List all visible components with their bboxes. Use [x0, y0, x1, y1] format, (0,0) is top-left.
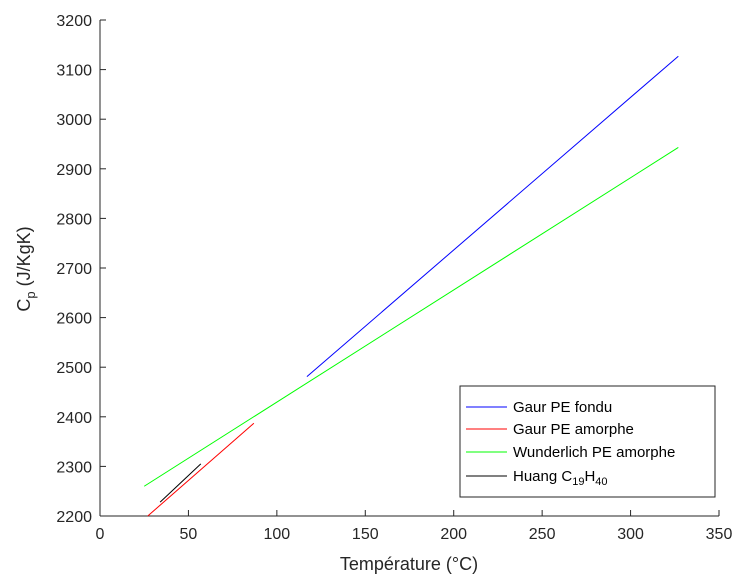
- y-tick-label: 3000: [56, 112, 92, 129]
- legend-label-gaur-pe-fondu: Gaur PE fondu: [513, 399, 612, 416]
- x-axis-title: Température (°C): [340, 554, 478, 574]
- series-layer: [143, 55, 679, 517]
- x-ticks: 0 50 100 150 200 250 300 350: [96, 510, 733, 543]
- legend-label-huang-sub1: 19: [572, 476, 584, 488]
- legend: Gaur PE fondu Gaur PE amorphe Wunderlich…: [459, 385, 716, 498]
- series-line-2: [143, 147, 679, 487]
- y-axis-title-rest: (J/KgK): [14, 226, 34, 291]
- x-tick-label: 100: [264, 526, 291, 543]
- x-tick-label: 200: [440, 526, 467, 543]
- y-tick-label: 2900: [56, 162, 92, 179]
- series-line-3: [159, 463, 202, 503]
- x-tick-label: 150: [352, 526, 379, 543]
- x-tick-label: 350: [706, 526, 733, 543]
- y-tick-label: 3100: [56, 63, 92, 80]
- x-tick-label: 0: [96, 526, 105, 543]
- legend-label-huang-mid: H: [584, 468, 595, 485]
- y-tick-label: 2600: [56, 311, 92, 328]
- y-axis-title: Cp (J/KgK): [14, 226, 38, 311]
- legend-box: [459, 385, 716, 498]
- y-ticks: 2200 2300 2400 2500 2600 2700 2800 2900 3000 3100…: [56, 13, 106, 526]
- y-tick-label: 2300: [56, 459, 92, 476]
- x-tick-label: 50: [180, 526, 198, 543]
- y-tick-label: 2500: [56, 360, 92, 377]
- y-axis-title-main: C: [14, 299, 34, 312]
- legend-label-huang-base: Huang C: [513, 468, 572, 485]
- legend-label-gaur-pe-amorphe: Gaur PE amorphe: [513, 421, 634, 438]
- y-tick-label: 2400: [56, 410, 92, 427]
- y-axis-title-sub: p: [23, 291, 38, 298]
- y-tick-label: 2700: [56, 261, 92, 278]
- legend-label-huang-sub2: 40: [595, 476, 607, 488]
- y-tick-label: 3200: [56, 13, 92, 30]
- legend-label-wunderlich-pe-amorphe: Wunderlich PE amorphe: [513, 444, 675, 461]
- x-tick-label: 250: [529, 526, 556, 543]
- legend-label-huang: Huang C19H40: [513, 468, 608, 488]
- y-tick-label: 2800: [56, 211, 92, 228]
- y-tick-label: 2200: [56, 509, 92, 526]
- series-line-1: [147, 422, 255, 517]
- x-tick-label: 300: [617, 526, 644, 543]
- series-line-0: [306, 55, 679, 377]
